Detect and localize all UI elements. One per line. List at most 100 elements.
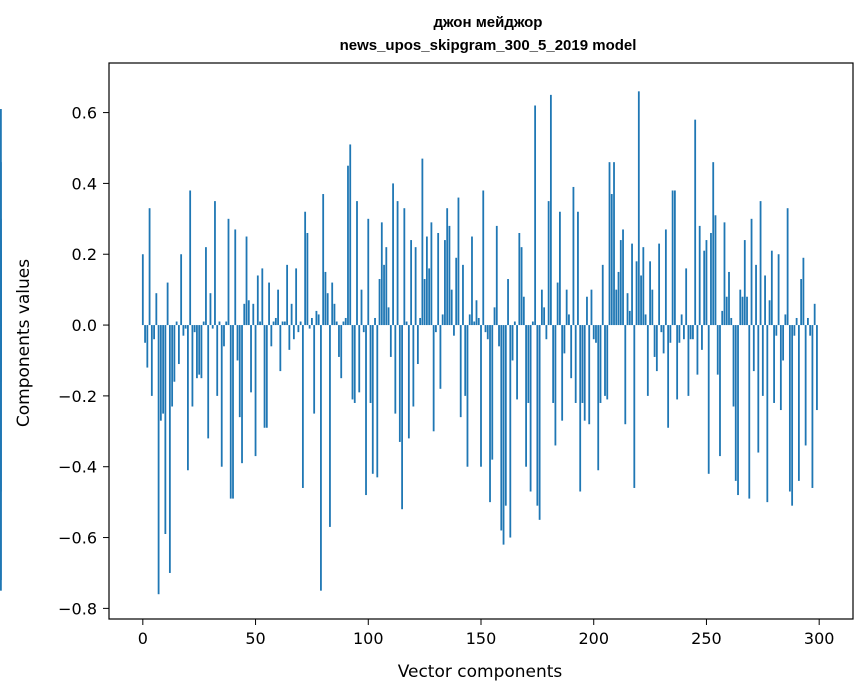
bar-84 <box>331 282 334 326</box>
bar-132 <box>439 325 442 389</box>
bar-44 <box>241 325 243 464</box>
bar-51 <box>256 275 259 326</box>
bar-28 <box>205 247 207 326</box>
bar-undefined <box>0 162 2 326</box>
bar-95 <box>356 201 358 326</box>
bar-126 <box>425 236 428 326</box>
bar-180 <box>547 201 550 326</box>
bar-136 <box>448 225 451 326</box>
bar-173 <box>531 321 534 326</box>
bar-83 <box>329 325 331 527</box>
bar-99 <box>365 325 367 496</box>
bar-82 <box>326 293 329 326</box>
bar-73 <box>306 232 309 326</box>
bar-19 <box>184 325 187 329</box>
bar-190 <box>570 325 573 379</box>
bar-121 <box>414 247 417 326</box>
bar-139 <box>455 257 458 326</box>
bar-152 <box>484 325 487 333</box>
bar-287 <box>788 325 791 492</box>
bar-116 <box>403 208 406 326</box>
bar-257 <box>721 310 724 326</box>
bar-17 <box>180 254 183 326</box>
bar-272 <box>755 264 757 326</box>
bar-279 <box>770 250 773 326</box>
bar-144 <box>466 325 469 467</box>
bar-undefined <box>0 325 2 365</box>
y-tick-label: −0.8 <box>58 599 97 618</box>
bar-79 <box>320 325 322 591</box>
x-tick-label: 50 <box>245 629 265 648</box>
bar-18 <box>182 325 185 336</box>
bar-160 <box>502 325 505 545</box>
bar-140 <box>457 197 460 326</box>
bar-129 <box>432 325 435 432</box>
bar-108 <box>385 247 388 326</box>
bar-43 <box>238 325 241 418</box>
bar-11 <box>166 282 169 326</box>
bar-276 <box>764 275 766 326</box>
bar-63 <box>283 321 286 326</box>
bar-243 <box>689 325 692 340</box>
bar-200 <box>592 325 595 340</box>
bar-27 <box>202 321 205 326</box>
bar-220 <box>637 91 640 326</box>
bar-131 <box>437 232 440 326</box>
bar-123 <box>419 317 422 326</box>
bar-197 <box>586 296 588 326</box>
bar-148 <box>475 300 478 326</box>
bar-259 <box>725 296 728 326</box>
bar-3 <box>148 208 151 326</box>
chart-title-line1: джон мейджор <box>434 14 543 31</box>
bar-253 <box>712 162 715 326</box>
bar-38 <box>227 218 230 326</box>
bar-278 <box>768 300 771 326</box>
bar-165 <box>513 321 516 326</box>
bar-15 <box>175 321 178 326</box>
bar-87 <box>338 325 340 357</box>
bar-117 <box>405 321 408 326</box>
bar-167 <box>518 232 521 326</box>
bar-176 <box>538 325 541 520</box>
bar-247 <box>698 225 701 326</box>
bar-135 <box>446 208 449 326</box>
bar-25 <box>198 325 201 375</box>
bar-103 <box>374 317 376 326</box>
bar-48 <box>250 325 252 393</box>
bar-149 <box>477 317 480 326</box>
bar-110 <box>389 325 392 357</box>
bar-154 <box>489 325 491 503</box>
y-tick-label: 0.4 <box>72 174 97 193</box>
bar-214 <box>624 325 627 425</box>
bar-31 <box>211 325 214 329</box>
bar-228 <box>655 325 658 372</box>
bar-219 <box>635 261 638 326</box>
bar-128 <box>430 222 433 326</box>
bar-74 <box>308 325 311 329</box>
bar-218 <box>633 325 636 488</box>
bar-93 <box>351 325 354 400</box>
bar-298 <box>813 303 816 326</box>
bar-261 <box>730 317 733 326</box>
bar-157 <box>495 225 498 326</box>
y-tick-label: −0.6 <box>58 529 97 548</box>
bar-266 <box>741 296 744 326</box>
bar-268 <box>746 296 748 326</box>
x-axis-ticks: 0 50 100 150 200 250 300 <box>138 619 835 648</box>
bar-286 <box>786 208 789 326</box>
bar-215 <box>626 293 629 326</box>
bar-192 <box>574 325 577 403</box>
bar-237 <box>676 325 679 400</box>
bar-113 <box>396 201 399 326</box>
y-axis-label: Components values <box>14 259 34 427</box>
bar-201 <box>595 325 597 343</box>
x-tick-label: 300 <box>804 629 835 648</box>
bar-225 <box>649 261 651 326</box>
bar-231 <box>662 325 665 354</box>
bar-85 <box>333 303 336 326</box>
bar-61 <box>279 325 282 372</box>
bar-14 <box>173 325 176 382</box>
bar-147 <box>473 321 476 326</box>
bar-32 <box>214 201 216 326</box>
bar-297 <box>811 325 814 488</box>
